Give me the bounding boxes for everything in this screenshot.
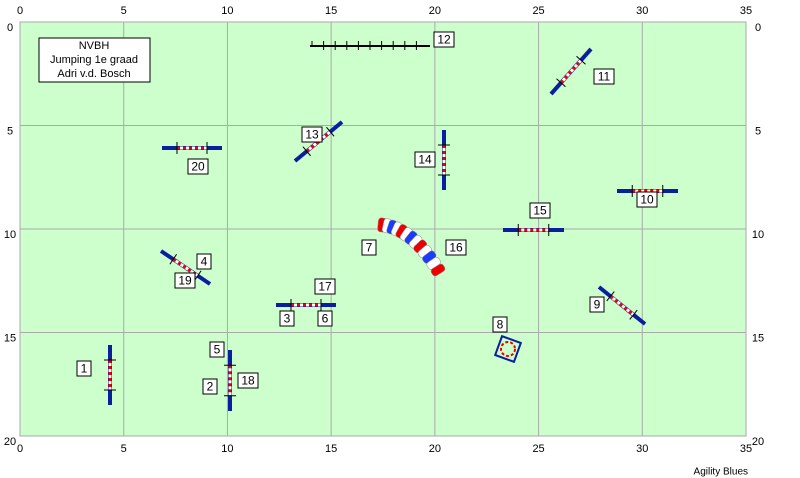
label-box <box>589 296 605 313</box>
x-tick-label: 35 <box>740 5 752 17</box>
x-tick-label: 10 <box>221 443 233 455</box>
y-tick-label: 5 <box>7 125 13 137</box>
obstacle-label: 2 <box>207 380 214 394</box>
x-tick-label: 35 <box>740 443 752 455</box>
tire-frame <box>493 334 523 364</box>
obstacle-label: 15 <box>533 204 547 218</box>
y-tick-label: 10 <box>752 229 764 241</box>
label-box <box>237 372 259 389</box>
label-box <box>279 310 295 327</box>
label-box <box>317 310 333 327</box>
obstacle-label: 8 <box>497 318 504 332</box>
y-tick-label: 15 <box>752 332 764 344</box>
y-tick-label: 15 <box>4 332 16 344</box>
label-box <box>209 341 225 358</box>
x-tick-label: 25 <box>532 443 544 455</box>
obstacle-label: 17 <box>318 280 332 294</box>
obstacle-label: 16 <box>449 241 463 255</box>
jump-stand <box>576 55 586 65</box>
y-tick-label: 20 <box>4 436 16 448</box>
tunnel-segment <box>430 263 446 277</box>
obstacle-label: 20 <box>191 160 205 174</box>
obstacle-label: 19 <box>178 274 192 288</box>
obstacle-label: 10 <box>640 193 654 207</box>
jump-stand <box>629 309 638 320</box>
jump-stand <box>606 291 615 302</box>
jump-stand <box>169 253 178 265</box>
x-tick-label: 30 <box>636 443 648 455</box>
label-box <box>445 239 467 256</box>
x-tick-label: 5 <box>121 5 127 17</box>
obstacle-label: 9 <box>594 298 601 312</box>
x-tick-label: 25 <box>532 5 544 17</box>
obstacle-label: 14 <box>418 153 432 167</box>
x-tick-label: 5 <box>121 443 127 455</box>
x-tick-label: 30 <box>636 5 648 17</box>
label-box <box>492 316 508 333</box>
jump-pole <box>609 295 635 316</box>
obstacle-label: 11 <box>598 70 611 84</box>
jump-stand <box>556 78 566 88</box>
label-box <box>196 253 212 270</box>
label-box <box>301 126 323 143</box>
label-box <box>76 360 92 377</box>
y-tick-label: 0 <box>755 22 761 34</box>
jump-pole <box>305 130 332 153</box>
label-box <box>414 151 436 168</box>
jump-stand <box>326 126 335 137</box>
label-box <box>636 191 658 208</box>
obstacle-label: 1 <box>81 362 88 376</box>
tire <box>500 341 516 357</box>
jump-stand <box>302 146 311 157</box>
obstacle-label: 5 <box>214 343 221 357</box>
info-box <box>38 37 151 83</box>
y-tick-label: 20 <box>752 436 764 448</box>
y-tick-label: 10 <box>4 229 16 241</box>
footer: Agility Blues <box>694 467 748 478</box>
x-tick-label: 20 <box>429 443 441 455</box>
label-box <box>593 68 615 85</box>
obstacle-label: 4 <box>201 255 208 269</box>
obstacle-label: 18 <box>241 374 255 388</box>
x-tick-label: 10 <box>221 5 233 17</box>
y-tick-label: 5 <box>755 125 761 137</box>
jump-stand <box>193 270 202 282</box>
label-box <box>529 202 551 219</box>
label-box <box>361 239 377 256</box>
label-box <box>433 31 455 48</box>
label-box <box>314 278 336 295</box>
info-line: Adri v.d. Bosch <box>57 68 130 80</box>
label-box <box>187 158 209 175</box>
x-tick-label: 15 <box>325 5 337 17</box>
jump-pole <box>559 59 583 84</box>
obstacle-label: 7 <box>366 241 373 255</box>
obstacle-label: 12 <box>437 33 451 47</box>
info-line: NVBH <box>79 40 110 52</box>
x-tick-label: 15 <box>325 443 337 455</box>
info-line: Jumping 1e graad <box>50 54 138 66</box>
x-tick-label: 0 <box>17 5 23 17</box>
obstacle-label: 3 <box>284 312 291 326</box>
label-box <box>174 272 196 289</box>
obstacle-label: 6 <box>322 312 329 326</box>
label-box <box>202 378 218 395</box>
obstacle-label: 13 <box>305 128 319 142</box>
x-tick-label: 0 <box>17 443 23 455</box>
x-tick-label: 20 <box>429 5 441 17</box>
y-tick-label: 0 <box>7 22 13 34</box>
